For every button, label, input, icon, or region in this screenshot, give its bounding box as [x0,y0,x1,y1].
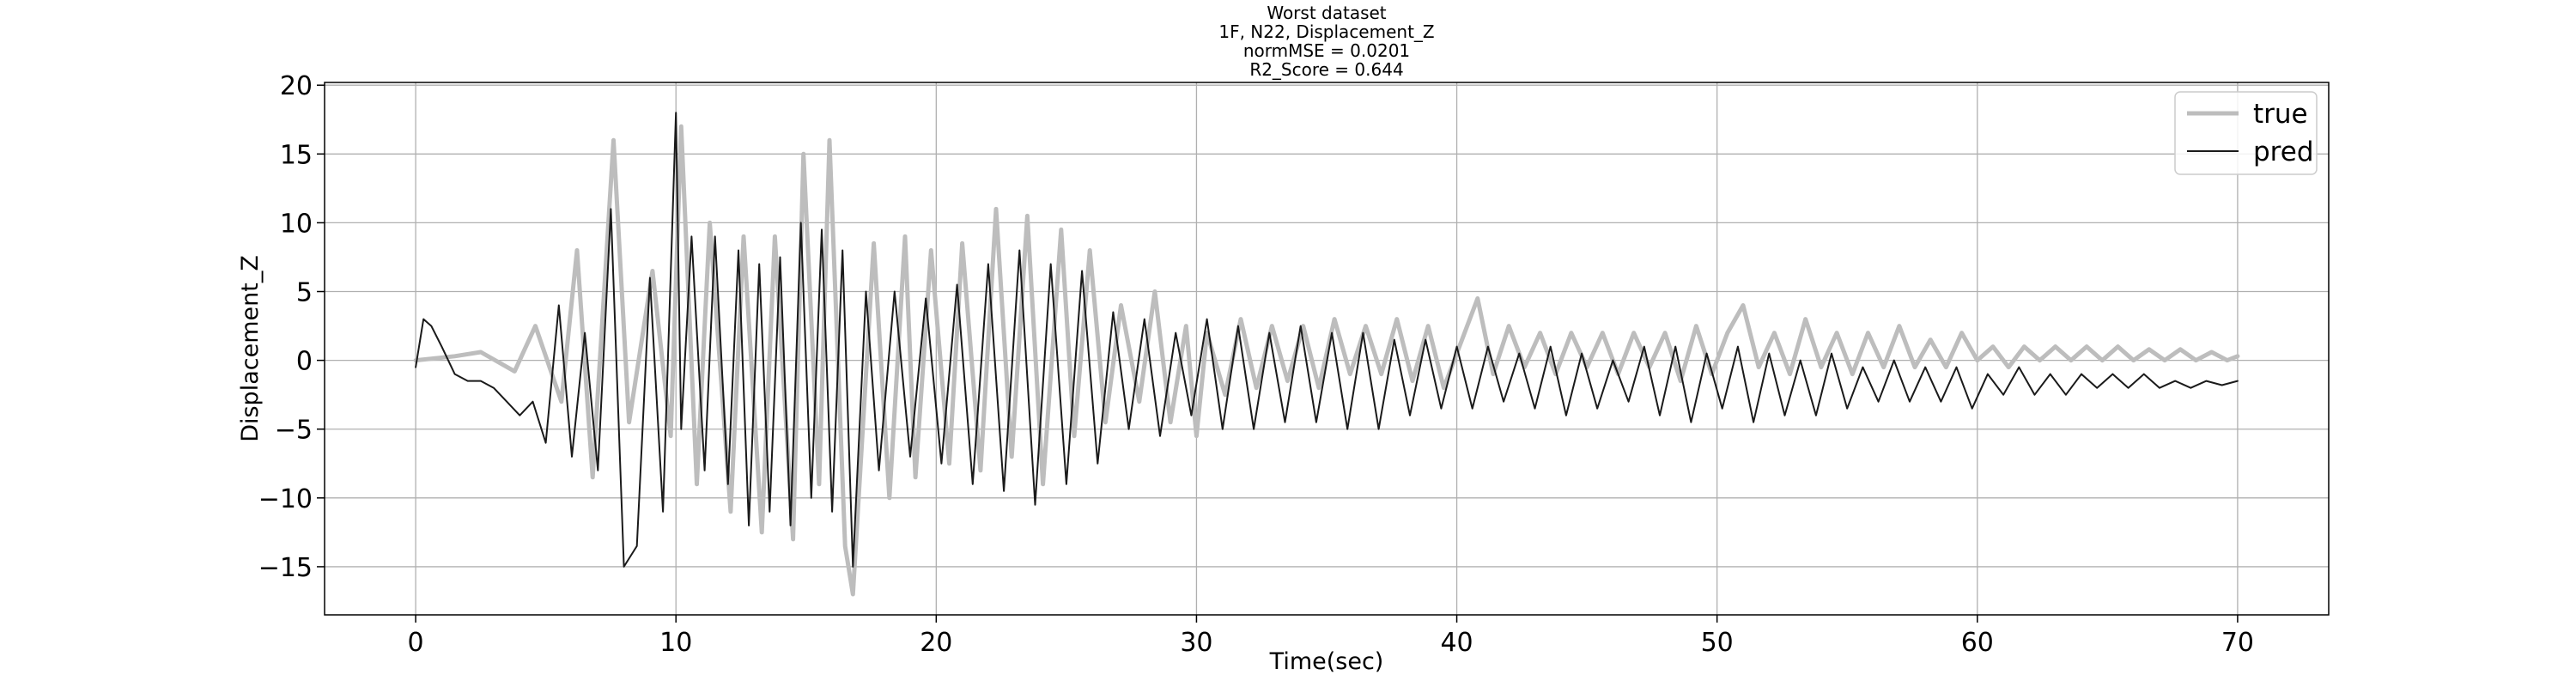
y-tick-label: 20 [280,71,313,101]
x-tick-label: 10 [659,628,692,658]
x-tick-label: 0 [408,628,424,658]
title-line-4: R2_Score = 0.644 [1249,59,1403,80]
plot-frame [324,82,2330,616]
x-tick-label: 40 [1440,628,1473,658]
y-tick-label: −15 [258,553,313,583]
series-line-true [413,124,2240,597]
chart-title: Worst dataset 1F, N22, Displacement_Z no… [1218,3,1434,80]
axis-ticks: 0 10 20 30 40 50 60 70 −15 −10 −5 0 5 10 15 20 [258,71,2254,658]
y-tick-label: 5 [296,278,313,308]
y-tick-label: 0 [296,347,313,377]
y-tick-label: 10 [280,209,313,239]
x-tick-label: 70 [2221,628,2254,658]
legend: true pred [2174,91,2318,175]
x-tick-label: 20 [920,628,952,658]
x-tick-label: 60 [1961,628,1994,658]
y-tick-label: 15 [280,140,313,170]
x-tick-label: 30 [1180,628,1212,658]
x-axis-label: Time(sec) [1269,648,1384,675]
x-tick-label: 50 [1701,628,1734,658]
title-line-3: normMSE = 0.0201 [1243,40,1410,61]
series-layer [413,112,2240,597]
y-axis-label: Displacement_Z [237,255,264,442]
title-line-2: 1F, N22, Displacement_Z [1218,21,1434,42]
title-line-1: Worst dataset [1267,3,1386,23]
legend-label-true: true [2253,99,2308,130]
y-tick-label: −5 [275,416,313,446]
legend-label-pred: pred [2253,137,2314,167]
y-tick-label: −10 [258,484,313,514]
series-line-pred [415,112,2239,568]
